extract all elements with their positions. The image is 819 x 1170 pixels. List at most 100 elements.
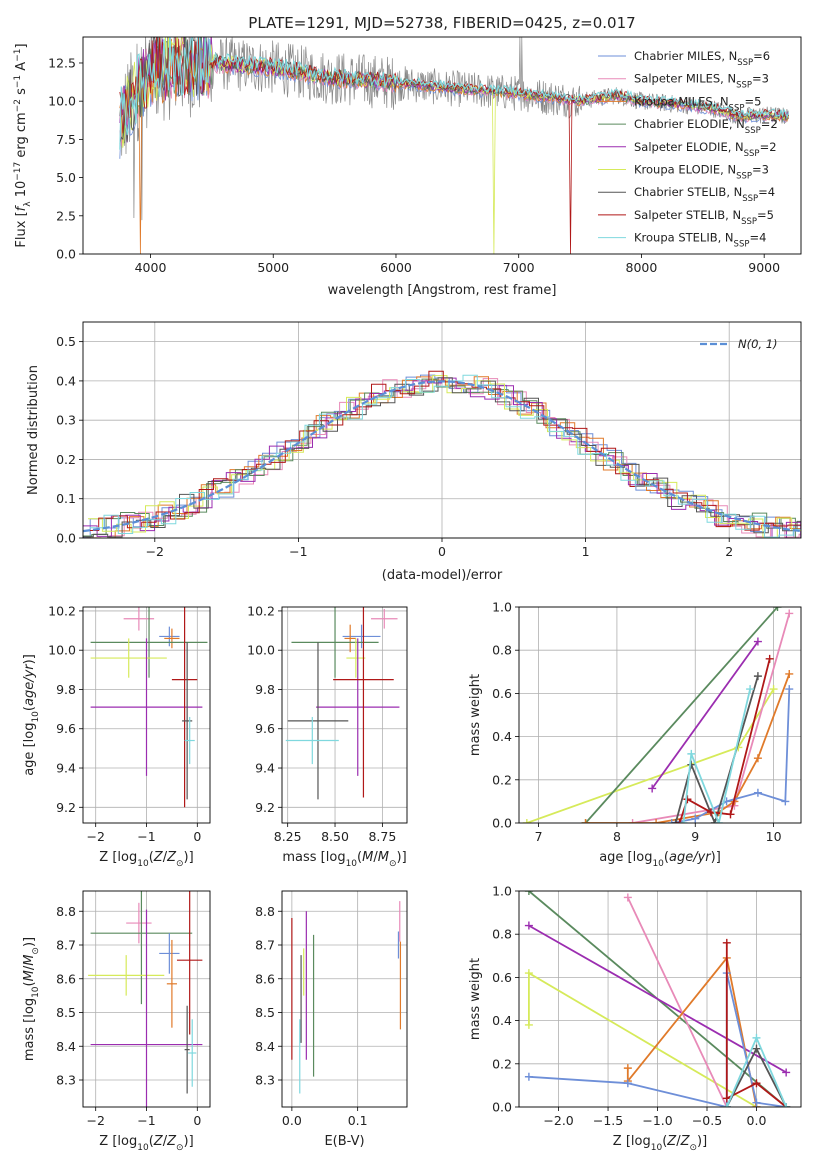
legend-label-kroupa-stelib: Kroupa STELIB, NSSP=4	[634, 231, 766, 250]
y-tick-label: 5.0	[56, 170, 76, 185]
label-part: Z	[153, 1134, 164, 1149]
marker-kroupa-miles	[623, 1064, 632, 1073]
label-part: Z [	[613, 1134, 631, 1149]
y-tick-label: 8.5	[56, 1005, 76, 1020]
y-tick-label: 10.0	[48, 643, 76, 658]
label-part: M	[22, 955, 37, 966]
y-tick-label: 9.6	[255, 721, 275, 736]
legend-subscript: SSP	[736, 172, 752, 182]
y-tick-label: 10.0	[48, 94, 76, 109]
y-tick-label: 10.2	[247, 603, 275, 618]
label-part: mass weight	[468, 674, 483, 756]
x-tick-label: 8000	[626, 260, 658, 275]
marker-chabrier-stelib	[687, 760, 696, 769]
marker-chabrier-miles	[691, 814, 700, 823]
label-part: ]	[716, 850, 721, 865]
histogram-chabrier-elodie	[83, 378, 801, 538]
marker-salpeter-stelib	[765, 654, 774, 663]
line-kroupa-miles	[626, 955, 758, 1107]
errorbar-chabrier-stelib	[287, 642, 349, 800]
label-part: /	[676, 1134, 681, 1149]
axes-border	[281, 606, 408, 824]
marker-kroupa-elodie	[524, 969, 533, 978]
y-tick-label: 0.6	[492, 970, 512, 985]
x-tick-label: 0.0	[747, 1113, 767, 1128]
y-tick-label: 8.5	[255, 1005, 275, 1020]
errorbar-salpeter-stelib	[333, 607, 394, 798]
label-part: /	[22, 965, 37, 970]
histogram-salpeter-stelib	[84, 370, 801, 531]
legend-subscript: SSP	[737, 58, 753, 68]
marker-chabrier-stelib	[671, 819, 680, 823]
x-tick-label: 7000	[503, 260, 535, 275]
errorbar-kroupa-stelib	[184, 716, 195, 765]
legend-count: =3	[752, 72, 769, 86]
marker-salpeter-stelib	[683, 795, 692, 804]
x-tick-label: −2	[86, 829, 104, 844]
y-tick-label: 9.4	[255, 761, 275, 776]
label-part: M	[362, 850, 373, 865]
legend-name: Kroupa MILES, N	[634, 94, 729, 108]
errorbar-salpeter-miles	[126, 902, 152, 944]
x-tick-label: −1	[137, 829, 155, 844]
y-tick-label: 1.0	[492, 884, 512, 899]
x-axis-label: wavelength [Angstrom, rest frame]	[328, 283, 557, 298]
label-part: 10	[651, 1143, 663, 1153]
marker-kroupa-miles	[581, 819, 590, 823]
y-tick-label: 2.5	[56, 208, 76, 223]
errorbar-kroupa-stelib	[188, 1019, 197, 1087]
marker-salpeter-stelib	[722, 1094, 731, 1103]
label-part: age/yr	[22, 663, 37, 706]
label-part: mass [	[282, 850, 325, 865]
label-part: (	[357, 850, 362, 865]
label-part: s	[14, 88, 29, 99]
legend-label-normal: N(0, 1)	[738, 337, 778, 351]
y-tick-label: 0.3	[56, 413, 76, 428]
series-chabrier-miles	[667, 685, 794, 823]
errorbar-salpeter-stelib	[176, 891, 203, 1035]
marker-kroupa-miles	[753, 754, 762, 763]
legend-label-chabrier-stelib: Chabrier STELIB, NSSP=4	[634, 185, 775, 204]
errorbar-chabrier-stelib	[184, 1005, 190, 1094]
axes-frame: −2 −1 08.38.48.58.68.78.8Z [log10(Z/Z⊙)]ma…	[22, 890, 211, 1153]
y-tick-label: 8.4	[56, 1039, 76, 1054]
errorbar-kroupa-stelib	[285, 716, 339, 765]
label-part: ]	[402, 850, 407, 865]
label-part: ⊙	[389, 859, 397, 869]
label-part: mass [	[22, 1018, 37, 1061]
x-tick-label: 1	[582, 544, 590, 559]
line-kroupa-stelib	[682, 688, 751, 823]
marker-salpeter-elodie	[753, 637, 762, 646]
x-tick-label: 8.75	[368, 829, 396, 844]
x-tick-label: 0	[193, 829, 201, 844]
x-tick-label: 0.1	[348, 1113, 368, 1128]
marker-chabrier-miles	[524, 1072, 533, 1081]
label-part: log	[22, 998, 37, 1018]
label-part: M	[22, 970, 37, 981]
axes-border	[281, 890, 408, 1108]
label-part: f	[14, 204, 29, 211]
y-tick-label: 0.0	[492, 816, 512, 831]
marker-kroupa-stelib	[722, 1103, 731, 1107]
label-part: 10	[652, 859, 664, 869]
marker-chabrier-miles	[623, 1079, 632, 1088]
label-part: 10	[31, 711, 41, 723]
marker-chabrier-miles	[781, 797, 790, 806]
marker-salpeter-elodie	[524, 921, 533, 930]
marker-chabrier-miles	[785, 685, 794, 694]
plot-area	[88, 891, 203, 1107]
legend-label-chabrier-elodie: Chabrier ELODIE, NSSP=2	[634, 117, 778, 136]
x-tick-label: −1.0	[642, 1113, 672, 1128]
line-salpeter-miles	[626, 897, 728, 1107]
x-axis-label: E(B-V)	[324, 1134, 364, 1149]
marker-salpeter-elodie	[782, 1068, 791, 1077]
label-part: Normed distribution	[26, 365, 41, 495]
legend-count: =5	[757, 208, 774, 222]
legend-subscript: SSP	[742, 194, 758, 204]
label-part: )	[396, 850, 401, 865]
y-axis-label: mass [log10(M/M⊙)]	[22, 937, 41, 1061]
label-part: wavelength [Angstrom, rest frame]	[328, 283, 557, 298]
